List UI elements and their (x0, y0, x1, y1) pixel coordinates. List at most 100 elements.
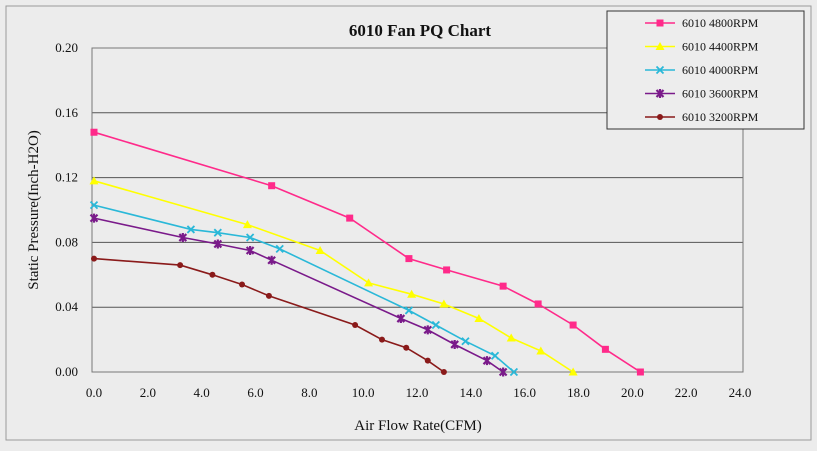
x-tick-label: 24.0 (729, 385, 752, 400)
data-point (482, 356, 492, 366)
chart-title: 6010 Fan PQ Chart (349, 21, 491, 40)
data-point (461, 337, 470, 346)
data-point (364, 278, 374, 287)
data-point (443, 266, 451, 274)
x-tick-label: 14.0 (459, 385, 482, 400)
data-point (657, 114, 663, 120)
data-point (509, 367, 519, 377)
legend-entry: 6010 4400RPM (645, 40, 759, 54)
series-line (93, 204, 515, 373)
data-point (352, 322, 359, 329)
y-tick-label: 0.20 (55, 40, 78, 55)
legend-entry: 6010 3600RPM (645, 87, 759, 101)
data-point (265, 292, 272, 299)
data-point (178, 233, 188, 243)
data-point (346, 214, 354, 222)
x-tick-label: 22.0 (675, 385, 698, 400)
data-point (268, 182, 276, 190)
legend-label: 6010 4800RPM (682, 16, 759, 30)
x-tick-label: 18.0 (567, 385, 590, 400)
data-point (245, 233, 255, 242)
data-point (568, 367, 578, 376)
data-point (177, 262, 184, 269)
y-tick-label: 0.12 (55, 170, 78, 185)
series-layer (89, 128, 644, 377)
x-tick-label: 12.0 (406, 385, 429, 400)
data-point (90, 128, 98, 136)
x-tick-label: 16.0 (513, 385, 536, 400)
chart-outer-frame (5, 5, 812, 441)
data-point (186, 225, 196, 234)
legend-label: 6010 4000RPM (682, 63, 759, 77)
series-5 (91, 255, 447, 375)
series-3 (89, 201, 519, 377)
x-axis-label: Air Flow Rate(CFM) (354, 418, 482, 434)
x-tick-label: 4.0 (194, 385, 210, 400)
x-tick-label: 20.0 (621, 385, 644, 400)
data-point (242, 220, 252, 229)
data-point (267, 255, 276, 265)
data-point (655, 89, 665, 98)
x-tick-label: 10.0 (352, 385, 375, 400)
data-point (396, 314, 406, 324)
y-tick-label: 0.08 (55, 234, 78, 249)
data-point (213, 239, 223, 249)
axis-layer: 0.00 0.04 0.08 0.12 0.16 0.20 0.0 2.0 4.0 6.0 8.0 1… (55, 40, 751, 400)
data-point (423, 325, 433, 335)
grid-layer (92, 112, 743, 308)
data-point (89, 213, 99, 223)
data-point (91, 255, 97, 262)
data-point (569, 321, 577, 329)
x-tick-label: 2.0 (140, 385, 156, 400)
legend-entry: 6010 3200RPM (645, 110, 759, 124)
data-point (315, 246, 325, 254)
legend-entry: 6010 4000RPM (645, 63, 759, 77)
data-point (536, 346, 546, 355)
series-2 (89, 176, 578, 376)
data-point (405, 255, 413, 263)
series-line (93, 180, 574, 373)
data-point (499, 282, 507, 290)
data-point (213, 228, 222, 237)
series-line (93, 131, 641, 373)
data-point (440, 369, 447, 375)
data-point (89, 176, 99, 185)
data-point (601, 345, 609, 353)
data-point (209, 271, 216, 278)
data-point (275, 244, 284, 254)
data-point (655, 42, 665, 50)
data-point (490, 351, 500, 360)
series-line (93, 217, 504, 373)
legend-entry: 6010 4800RPM (645, 16, 759, 30)
legend: 6010 4800RPM 6010 4400RPM 6010 4000RPM 6010… (606, 10, 805, 130)
data-point (245, 246, 255, 255)
data-point (89, 201, 99, 210)
series-line (93, 257, 445, 373)
legend-label: 6010 3600RPM (682, 87, 759, 101)
data-point (424, 357, 431, 364)
data-point (534, 300, 542, 308)
plot-area-frame (91, 47, 744, 373)
data-point (239, 281, 246, 288)
data-point (498, 367, 508, 377)
data-point (655, 65, 665, 75)
x-tick-label: 0.0 (86, 385, 102, 400)
data-point (379, 336, 386, 343)
data-point (450, 339, 459, 349)
y-axis-label: Static Pressure(Inch-H2O) (26, 130, 42, 290)
data-point (636, 368, 644, 376)
series-1 (90, 128, 644, 376)
data-point (656, 19, 664, 27)
data-point (474, 314, 484, 323)
legend-label: 6010 3200RPM (682, 110, 759, 124)
data-point (403, 344, 410, 351)
legend-box (606, 10, 805, 130)
data-point (506, 333, 516, 342)
x-tick-label: 6.0 (247, 385, 263, 400)
legend-label: 6010 4400RPM (682, 40, 759, 54)
y-tick-label: 0.04 (55, 299, 78, 314)
data-point (431, 320, 440, 330)
y-tick-label: 0.16 (55, 105, 78, 120)
y-tick-label: 0.00 (55, 364, 78, 379)
